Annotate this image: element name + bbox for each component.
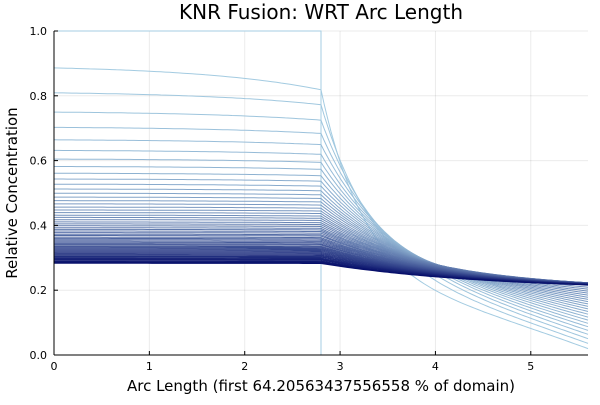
- x-tick-label: 0: [51, 360, 58, 373]
- axes-frame: [53, 31, 588, 356]
- series-line-9: [54, 172, 589, 318]
- y-tick-label: 1.0: [30, 25, 48, 38]
- x-tick-label: 1: [146, 360, 153, 373]
- series-line-14: [54, 196, 589, 305]
- series-line-15: [54, 200, 589, 303]
- series-line-17: [54, 206, 589, 298]
- series-group: [53, 30, 589, 356]
- x-tick-label: 2: [241, 360, 248, 373]
- y-axis-label: Relative Concentration: [3, 107, 21, 278]
- series-line-12: [54, 188, 589, 310]
- series-line-16: [54, 203, 589, 300]
- x-axis-label: Arc Length (first 64.20563437556558 % of…: [127, 377, 515, 395]
- series-line-11: [54, 183, 589, 312]
- series-line-10: [54, 178, 589, 315]
- series-line-8: [54, 166, 589, 321]
- y-tick-label: 0.6: [30, 155, 48, 168]
- chart-title: KNR Fusion: WRT Arc Length: [179, 0, 463, 24]
- series-line-60: [54, 262, 589, 286]
- x-tick-label: 3: [337, 360, 344, 373]
- series-line-4: [54, 126, 589, 335]
- series-line-13: [54, 192, 589, 307]
- y-tick-label: 0.2: [30, 284, 48, 297]
- series-line-5: [53, 139, 589, 331]
- series-line-6: [54, 149, 589, 328]
- tick-labels: 0 1 2 3 4 5 0.0 0.2 0.4 0.6 0.8 1.0: [30, 25, 535, 373]
- series-line-3: [54, 111, 589, 340]
- y-tick-label: 0.0: [30, 349, 48, 362]
- series-line-7: [54, 158, 589, 324]
- x-tick-label: 5: [527, 360, 534, 373]
- y-tick-label: 0.4: [30, 219, 48, 232]
- y-tick-label: 0.8: [30, 90, 48, 103]
- x-tick-label: 4: [432, 360, 439, 373]
